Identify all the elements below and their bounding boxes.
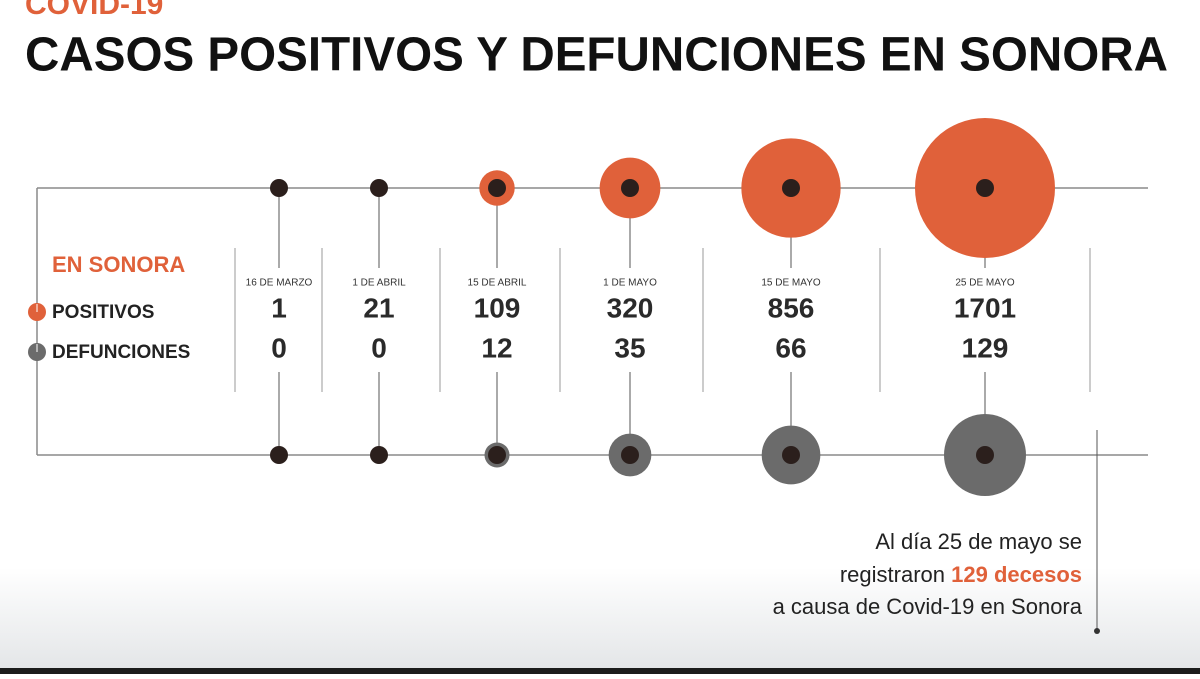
center-dot — [270, 446, 288, 464]
x-tick-label: 1 DE ABRIL — [352, 278, 406, 289]
value-label: 856 — [768, 292, 815, 323]
bottom-bar — [0, 668, 1200, 674]
value-label: 35 — [614, 332, 645, 363]
center-dot — [370, 446, 388, 464]
center-dot — [976, 179, 994, 197]
kicker: COVID-19 — [25, 0, 163, 21]
x-tick-label: 16 DE MARZO — [246, 278, 313, 289]
value-label: 320 — [607, 292, 654, 323]
x-tick-label: 25 DE MAYO — [955, 278, 1014, 289]
annotation-line-3: a causa de Covid-19 en Sonora — [773, 594, 1083, 619]
annotation-line-1: Al día 25 de mayo se — [875, 529, 1082, 554]
center-dot — [621, 179, 639, 197]
value-label: 1 — [271, 292, 287, 323]
annotation-text: registraron — [840, 562, 945, 587]
legend-title: EN SONORA — [52, 252, 185, 277]
annotation-dot — [1094, 628, 1100, 634]
value-label: 129 — [962, 332, 1009, 363]
center-dot — [782, 446, 800, 464]
x-tick-label: 15 DE MAYO — [761, 278, 820, 289]
chart-title: CASOS POSITIVOS Y DEFUNCIONES EN SONORA — [25, 29, 1168, 82]
annotation-line-2: registraron 129 decesos — [840, 562, 1082, 587]
value-label: 12 — [481, 332, 512, 363]
value-label: 0 — [371, 332, 387, 363]
value-label: 109 — [474, 292, 521, 323]
center-dot — [976, 446, 994, 464]
center-dot — [782, 179, 800, 197]
center-dot — [488, 446, 506, 464]
center-dot — [621, 446, 639, 464]
value-label: 66 — [775, 332, 806, 363]
center-dot — [370, 179, 388, 197]
value-label: 1701 — [954, 292, 1016, 323]
center-dot — [270, 179, 288, 197]
center-dot — [488, 179, 506, 197]
x-tick-label: 1 DE MAYO — [603, 278, 657, 289]
value-label: 0 — [271, 332, 287, 363]
x-tick-label: 15 DE ABRIL — [468, 278, 527, 289]
legend-label: DEFUNCIONES — [52, 342, 190, 363]
legend-label: POSITIVOS — [52, 302, 154, 323]
annotation-highlight: 129 decesos — [951, 562, 1082, 587]
value-label: 21 — [363, 292, 394, 323]
